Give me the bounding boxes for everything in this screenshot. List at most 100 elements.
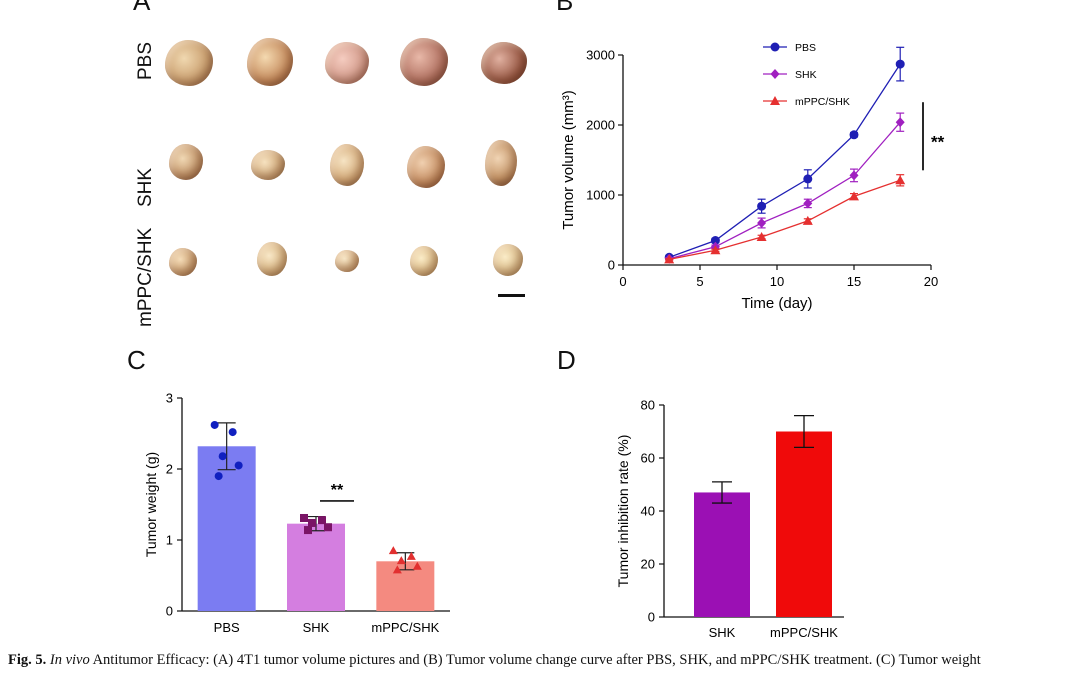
- significance-label: **: [931, 132, 945, 151]
- bar: [776, 431, 832, 617]
- y-tick-label: 1000: [586, 188, 615, 203]
- data-point: [324, 523, 332, 532]
- significance-label: **: [331, 482, 344, 499]
- figure-caption: Fig. 5. In vivo Antitumor Efficacy: (A) …: [0, 652, 1080, 675]
- panel-letter-c: C: [127, 345, 146, 375]
- legend-label: SHK: [795, 69, 817, 81]
- data-point: [218, 452, 227, 461]
- legend-marker: [770, 42, 780, 52]
- tumor-pbs-3: [325, 42, 369, 84]
- x-tick-label: SHK: [709, 625, 736, 640]
- y-tick-label: 0: [166, 604, 173, 619]
- y-tick-label: 20: [641, 557, 655, 572]
- tumor-shk-2: [251, 150, 285, 180]
- bar: [287, 523, 345, 611]
- data-point: [392, 565, 402, 574]
- data-point: [757, 218, 767, 228]
- row-label-pbs: PBS: [135, 41, 156, 80]
- data-point: [803, 174, 813, 184]
- x-tick-label: 15: [847, 274, 861, 289]
- tumor-shk-3: [330, 144, 364, 186]
- data-point: [849, 170, 859, 181]
- tumor-inhibition-chart: 0 20 40 60 80 Tumor inhibition rate (%) SHK mPP…: [615, 398, 844, 640]
- tumor-volume-chart: 0 1000 2000 3000 0 5 10 15 20 Time (day) Tumor vol…: [560, 42, 945, 312]
- data-point: [304, 526, 312, 535]
- bar: [694, 492, 750, 617]
- data-point: [664, 254, 675, 264]
- y-axis-label: Tumor inhibition rate (%): [615, 435, 631, 588]
- x-tick-label: SHK: [303, 620, 330, 635]
- x-tick-label: 10: [770, 274, 784, 289]
- tumor-shk-1: [169, 144, 203, 180]
- data-point: [228, 428, 237, 437]
- data-point: [757, 201, 767, 211]
- row-label-shk: SHK: [135, 167, 156, 207]
- tumor-mppc-2: [257, 242, 287, 276]
- data-point: [300, 513, 308, 522]
- data-point: [710, 236, 720, 245]
- data-point: [756, 232, 767, 241]
- tumor-pbs-4: [400, 38, 448, 86]
- data-point: [406, 551, 416, 560]
- y-tick-label: 80: [641, 398, 655, 413]
- tumor-mppc-5: [493, 244, 523, 276]
- tumor-mppc-1: [169, 248, 197, 276]
- data-point: [318, 516, 326, 525]
- data-point: [234, 461, 243, 470]
- tumor-shk-4: [407, 146, 445, 188]
- data-point: [803, 198, 813, 209]
- y-tick-label: 1: [166, 533, 173, 548]
- tumor-weight-chart: 0 1 2 3 Tumor weight (g) PBS SHK mPPC/SHK **: [143, 391, 450, 635]
- x-tick-label: PBS: [214, 620, 240, 635]
- x-tick-label: 20: [924, 274, 938, 289]
- tumor-mppc-4: [410, 246, 438, 276]
- series-line-1: [669, 121, 901, 260]
- tumor-shk-5: [485, 140, 517, 186]
- data-point: [710, 245, 721, 255]
- data-point: [388, 546, 398, 555]
- y-tick-label: 60: [641, 451, 655, 466]
- scale-bar: [498, 294, 525, 297]
- x-tick-label: 0: [619, 274, 626, 289]
- data-point: [895, 175, 906, 185]
- data-point: [802, 215, 813, 225]
- y-tick-label: 3000: [586, 48, 615, 63]
- y-tick-label: 2000: [586, 118, 615, 133]
- x-tick-label: mPPC/SHK: [770, 625, 838, 640]
- x-tick-label: mPPC/SHK: [371, 620, 439, 635]
- data-point: [849, 130, 859, 140]
- tumor-pbs-5: [481, 42, 527, 84]
- caption-text: Antitumor Efficacy: (A) 4T1 tumor volume…: [89, 652, 981, 668]
- tumor-pbs-2: [247, 38, 293, 86]
- data-point: [412, 561, 422, 570]
- y-axis-label: Tumor weight (g): [143, 452, 159, 557]
- tumor-photo-panel: PBS SHK mPPC/SHK: [125, 22, 545, 327]
- legend-label: PBS: [795, 42, 816, 54]
- series-line-2: [669, 179, 901, 261]
- y-tick-label: 3: [166, 391, 173, 406]
- data-point: [210, 420, 219, 429]
- row-label-mppc-shk: mPPC/SHK: [135, 227, 156, 327]
- data-point: [849, 191, 859, 201]
- caption-fig-label: Fig. 5.: [8, 652, 47, 668]
- x-tick-label: 5: [696, 274, 703, 289]
- y-tick-label: 2: [166, 462, 173, 477]
- panel-letter-d: D: [557, 345, 576, 375]
- legend-marker: [770, 96, 780, 105]
- y-tick-label: 0: [608, 258, 615, 273]
- data-point: [895, 117, 905, 128]
- caption-in-vivo: In vivo: [49, 652, 90, 668]
- x-axis-label: Time (day): [741, 295, 812, 312]
- tumor-mppc-3: [335, 250, 359, 272]
- y-tick-label: 0: [648, 610, 655, 625]
- legend-marker: [770, 69, 780, 79]
- data-point: [396, 556, 406, 565]
- tumor-pbs-1: [165, 40, 213, 86]
- data-point: [214, 472, 223, 481]
- y-tick-label: 40: [641, 504, 655, 519]
- bar: [197, 446, 256, 611]
- panel-letter-b: B: [556, 0, 574, 16]
- y-axis-label: Tumor volume (mm³): [560, 90, 577, 229]
- series-line-0: [668, 63, 901, 258]
- data-point: [308, 518, 316, 527]
